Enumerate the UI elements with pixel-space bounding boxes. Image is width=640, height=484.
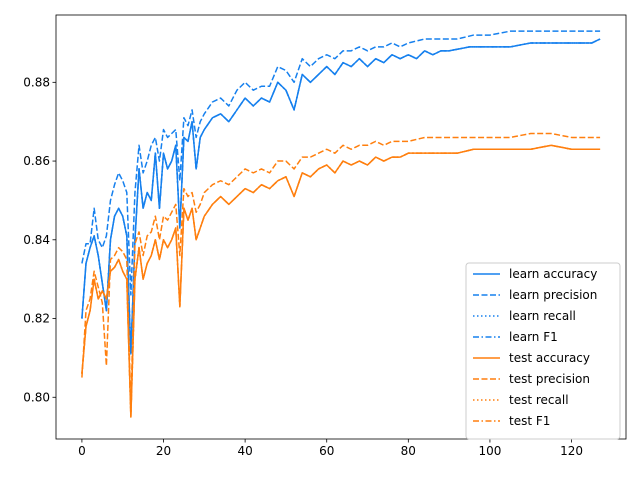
legend-label: learn accuracy (509, 267, 597, 281)
legend-box (465, 262, 621, 440)
legend-label: test precision (509, 372, 590, 386)
x-tick-label: 80 (401, 444, 416, 458)
series-layer (81, 30, 601, 418)
y-tick-label: 0.80 (23, 390, 50, 404)
x-tick-label: 60 (319, 444, 334, 458)
series-line-test-precision (81, 132, 601, 410)
legend-label: test F1 (509, 414, 550, 428)
legend: learn accuracy learn precision learn recal… (465, 262, 621, 440)
y-tick-label: 0.82 (23, 312, 50, 326)
legend-label: learn recall (509, 309, 576, 323)
x-tick-label: 100 (478, 444, 501, 458)
x-tick-label: 20 (156, 444, 171, 458)
plot-area-frame (55, 14, 627, 440)
series-line-test-f1 (81, 144, 601, 418)
x-tick-label: 120 (560, 444, 583, 458)
legend-label: test accuracy (509, 351, 590, 365)
legend-label: test recall (509, 393, 569, 407)
x-tick-label: 40 (237, 444, 252, 458)
y-axis: 0.80 0.82 0.84 0.86 0.88 (23, 75, 56, 404)
y-tick-label: 0.88 (23, 75, 50, 89)
x-axis: 0 20 40 60 80 100 120 (78, 439, 583, 458)
y-tick-label: 0.86 (23, 154, 50, 168)
y-tick-label: 0.84 (23, 233, 50, 247)
legend-label: learn F1 (509, 330, 558, 344)
series-line-learn-f1 (81, 38, 601, 355)
x-tick-label: 0 (78, 444, 86, 458)
series-line-learn-precision (81, 30, 601, 296)
legend-label: learn precision (509, 288, 597, 302)
